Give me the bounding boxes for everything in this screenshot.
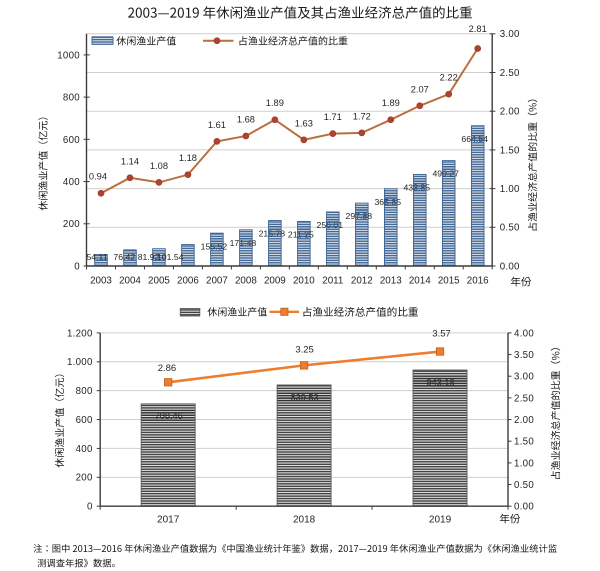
svg-text:200: 200 bbox=[76, 473, 93, 484]
svg-text:800: 800 bbox=[63, 93, 80, 104]
svg-text:1.50: 1.50 bbox=[514, 437, 534, 448]
svg-text:2009: 2009 bbox=[264, 276, 286, 287]
svg-text:2.86: 2.86 bbox=[158, 363, 177, 374]
svg-text:2.22: 2.22 bbox=[440, 73, 458, 83]
svg-text:2013: 2013 bbox=[380, 276, 402, 287]
svg-text:76.42: 76.42 bbox=[113, 252, 135, 262]
svg-text:1.200: 1.200 bbox=[67, 328, 93, 339]
svg-text:3.25: 3.25 bbox=[295, 344, 314, 355]
svg-text:101.54: 101.54 bbox=[157, 252, 184, 262]
svg-text:1.000: 1.000 bbox=[67, 357, 93, 368]
svg-text:0.94: 0.94 bbox=[89, 172, 107, 182]
svg-text:2004: 2004 bbox=[119, 276, 141, 287]
svg-text:2.50: 2.50 bbox=[500, 68, 520, 79]
svg-text:2006: 2006 bbox=[177, 276, 199, 287]
svg-text:2.50: 2.50 bbox=[514, 393, 534, 404]
svg-text:4.00: 4.00 bbox=[514, 328, 534, 339]
svg-text:3.50: 3.50 bbox=[514, 350, 534, 361]
svg-text:0: 0 bbox=[74, 261, 80, 272]
svg-text:1.89: 1.89 bbox=[266, 98, 284, 108]
svg-text:3.00: 3.00 bbox=[500, 29, 520, 40]
svg-text:0.00: 0.00 bbox=[514, 502, 534, 513]
svg-text:1.72: 1.72 bbox=[353, 111, 371, 121]
svg-text:600: 600 bbox=[76, 415, 93, 426]
svg-text:400: 400 bbox=[76, 444, 93, 455]
svg-text:1.61: 1.61 bbox=[208, 120, 226, 130]
svg-text:1.00: 1.00 bbox=[500, 184, 520, 195]
svg-text:0.50: 0.50 bbox=[514, 480, 534, 491]
svg-text:81.92: 81.92 bbox=[138, 252, 160, 262]
svg-text:1.00: 1.00 bbox=[514, 458, 534, 469]
svg-text:0.50: 0.50 bbox=[500, 223, 520, 234]
svg-text:2007: 2007 bbox=[206, 276, 228, 287]
svg-text:3.57: 3.57 bbox=[432, 329, 451, 340]
svg-text:200: 200 bbox=[63, 219, 80, 230]
svg-text:2016: 2016 bbox=[467, 276, 489, 287]
svg-text:1.08: 1.08 bbox=[150, 161, 168, 171]
svg-text:800: 800 bbox=[76, 386, 93, 397]
svg-text:1.68: 1.68 bbox=[237, 114, 255, 124]
svg-text:1.63: 1.63 bbox=[295, 118, 313, 128]
svg-text:2003: 2003 bbox=[90, 276, 112, 287]
svg-text:1000: 1000 bbox=[57, 50, 80, 61]
svg-text:0: 0 bbox=[87, 502, 93, 513]
svg-text:2014: 2014 bbox=[409, 276, 431, 287]
svg-text:600: 600 bbox=[63, 135, 80, 146]
svg-text:2010: 2010 bbox=[293, 276, 315, 287]
svg-text:2.07: 2.07 bbox=[411, 84, 429, 94]
svg-text:2017: 2017 bbox=[157, 515, 180, 526]
svg-text:54.11: 54.11 bbox=[86, 252, 107, 262]
svg-text:2008: 2008 bbox=[235, 276, 257, 287]
svg-text:3.00: 3.00 bbox=[514, 372, 534, 383]
svg-text:2005: 2005 bbox=[148, 276, 170, 287]
svg-text:1.14: 1.14 bbox=[121, 156, 139, 166]
svg-text:1.50: 1.50 bbox=[500, 145, 520, 156]
svg-text:1.89: 1.89 bbox=[382, 98, 400, 108]
svg-text:2012: 2012 bbox=[351, 276, 373, 287]
svg-text:2019: 2019 bbox=[429, 515, 452, 526]
svg-text:2015: 2015 bbox=[438, 276, 460, 287]
svg-text:0.00: 0.00 bbox=[500, 261, 520, 272]
svg-text:2018: 2018 bbox=[293, 515, 316, 526]
svg-text:2011: 2011 bbox=[322, 276, 343, 287]
svg-text:2.81: 2.81 bbox=[469, 24, 487, 34]
svg-text:2.00: 2.00 bbox=[514, 415, 534, 426]
svg-text:1.18: 1.18 bbox=[179, 153, 197, 163]
svg-text:1.71: 1.71 bbox=[324, 112, 342, 122]
svg-text:2.00: 2.00 bbox=[500, 107, 520, 118]
svg-text:400: 400 bbox=[63, 177, 80, 188]
